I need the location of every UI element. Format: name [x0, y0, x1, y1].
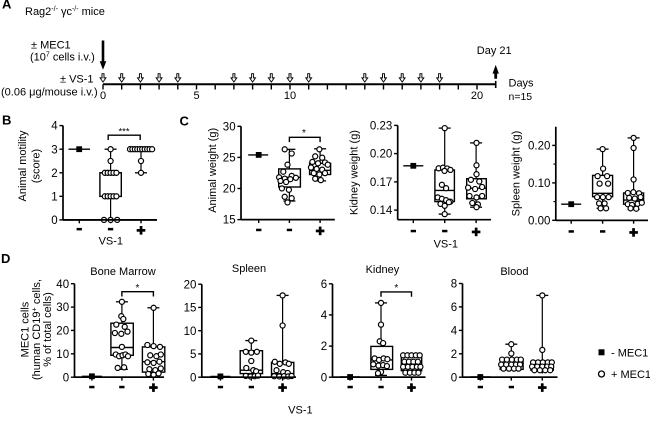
svg-text:D: D: [1, 251, 10, 266]
svg-text:Bone Marrow: Bone Marrow: [90, 266, 155, 278]
svg-text:5: 5: [190, 349, 196, 361]
svg-text:0.10: 0.10: [528, 178, 550, 190]
svg-text:Spleen: Spleen: [232, 263, 266, 275]
svg-text:Rag2-/- γc-/- mice: Rag2-/- γc-/- mice: [25, 6, 105, 18]
svg-text:1: 1: [51, 191, 57, 203]
svg-text:Spleen weight (g): Spleen weight (g): [511, 131, 523, 217]
svg-text:(0.06 μg/mouse i.v.): (0.06 μg/mouse i.v.): [1, 87, 98, 99]
svg-text:15: 15: [184, 303, 197, 315]
svg-text:5: 5: [193, 90, 199, 102]
svg-text:2: 2: [51, 168, 57, 180]
svg-text:10: 10: [284, 90, 296, 102]
svg-text:***: ***: [118, 127, 129, 138]
svg-text:0: 0: [63, 372, 69, 384]
svg-text:15: 15: [223, 215, 236, 227]
svg-text:0.17: 0.17: [370, 177, 392, 189]
svg-text:(human CD19+ cells,: (human CD19+ cells,: [29, 279, 43, 380]
svg-text:MEC1 cells: MEC1 cells: [20, 301, 32, 357]
svg-text:20: 20: [56, 326, 69, 338]
svg-text:4: 4: [451, 326, 458, 338]
svg-text:0: 0: [51, 215, 57, 227]
svg-text:0: 0: [190, 372, 196, 384]
svg-text:40: 40: [56, 279, 69, 291]
svg-text:(107 cells i.v.): (107 cells i.v.): [30, 52, 95, 64]
svg-text:4: 4: [51, 121, 58, 133]
svg-text:8: 8: [451, 279, 457, 291]
svg-text:Blood: Blood: [500, 266, 528, 278]
svg-text:Kidney weight (g): Kidney weight (g): [349, 130, 361, 215]
svg-text:VS-1: VS-1: [288, 405, 312, 417]
svg-text:0.00: 0.00: [528, 215, 550, 227]
svg-text:2: 2: [321, 341, 327, 353]
svg-text:VS-1: VS-1: [434, 239, 458, 251]
svg-text:B: B: [2, 113, 11, 128]
svg-text:0: 0: [321, 372, 327, 384]
svg-text:0.20: 0.20: [370, 149, 392, 161]
svg-text:± MEC1: ± MEC1: [31, 40, 71, 52]
svg-text:2: 2: [451, 349, 457, 361]
svg-text:30: 30: [56, 302, 69, 314]
svg-text:6: 6: [451, 302, 457, 314]
svg-text:20: 20: [471, 90, 483, 102]
svg-text:C: C: [180, 114, 190, 129]
svg-text:+ MEC1: + MEC1: [611, 369, 650, 381]
svg-text:*: *: [394, 283, 398, 294]
svg-text:- MEC1: - MEC1: [611, 347, 648, 359]
svg-text:A: A: [2, 0, 12, 12]
svg-text:0.23: 0.23: [370, 121, 392, 133]
svg-text:VS-1: VS-1: [99, 236, 123, 248]
svg-text:% of total cells): % of total cells): [42, 292, 54, 367]
svg-text:*: *: [136, 283, 140, 294]
svg-text:0.14: 0.14: [370, 205, 393, 217]
svg-text:0: 0: [100, 90, 106, 102]
svg-text:0.20: 0.20: [528, 141, 550, 153]
svg-text:Kidney: Kidney: [366, 264, 400, 276]
svg-text:± VS-1: ± VS-1: [60, 74, 94, 86]
svg-text:25: 25: [223, 153, 236, 165]
svg-text:4: 4: [321, 310, 328, 322]
svg-text:20: 20: [184, 279, 197, 291]
svg-text:Animal motility: Animal motility: [17, 130, 29, 201]
svg-text:Animal weight (g): Animal weight (g): [207, 128, 219, 213]
svg-text:Day 21: Day 21: [477, 45, 512, 57]
svg-text:10: 10: [56, 349, 69, 361]
svg-text:*: *: [302, 128, 306, 139]
svg-text:10: 10: [184, 326, 197, 338]
svg-text:30: 30: [223, 121, 236, 133]
svg-text:6: 6: [321, 279, 327, 291]
svg-text:n=15: n=15: [509, 91, 533, 103]
svg-text:3: 3: [51, 144, 57, 156]
svg-text:(score): (score): [31, 149, 43, 183]
svg-text:20: 20: [223, 184, 236, 196]
svg-text:Days: Days: [509, 78, 535, 90]
svg-text:0: 0: [451, 372, 457, 384]
